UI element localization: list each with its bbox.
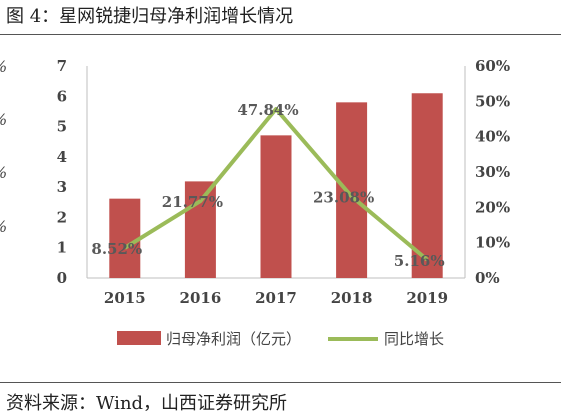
left-tick-label: 2 [57,208,67,226]
left-tick-label: 4 [57,148,67,166]
left-tick-label: 6 [57,87,67,105]
left-tick-label: 5 [57,118,67,136]
bar [411,93,443,278]
source-note: 资料来源：Wind，山西证券研究所 [6,393,288,414]
right-tick-label: 30% [475,163,510,181]
data-label: 21.77% [162,193,223,211]
legend-label-line: 同比增长 [384,330,444,348]
legend-swatch-bar [117,331,161,345]
data-label: 8.52% [91,240,142,258]
x-tick-label: 2018 [331,289,373,307]
legend-label-bar: 归母净利润（亿元） [166,330,301,348]
chart-canvas: 0 1 2 3 4 5 6 7 0% 10% 20% 30% 40% 50% 60% 2015 2016 2017… [57,57,511,348]
x-tick-label: 2015 [104,289,146,307]
chart-title: 图 4：星网锐捷归母净利润增长情况 [6,6,294,27]
left-tick-label: 3 [57,178,67,196]
clipped-tick-2: % [0,110,7,129]
right-tick-label: 10% [475,234,510,252]
bar [184,181,216,278]
bar [109,198,141,278]
data-label: 47.84% [237,101,298,119]
right-tick-label: 50% [475,92,510,110]
bottom-divider [0,382,561,383]
x-tick-label: 2016 [180,289,222,307]
x-tick-label: 2019 [406,289,448,307]
left-tick-label: 0 [57,269,67,287]
growth-line [123,106,429,262]
data-label: 23.08% [313,188,374,206]
right-tick-label: 40% [475,128,510,146]
data-label: 5.16% [394,252,445,270]
right-tick-label: 20% [475,198,510,216]
clipped-tick-1: % [0,57,7,76]
right-tick-label: 60% [475,57,510,75]
clipped-tick-3: % [0,163,7,182]
clipped-tick-4: % [0,217,7,236]
right-tick-label: 0% [475,269,500,287]
left-tick-label: 7 [57,57,67,75]
left-tick-label: 1 [57,239,67,257]
top-divider [0,34,561,35]
bar [336,102,368,278]
x-tick-label: 2017 [255,289,297,307]
bar [260,135,292,278]
